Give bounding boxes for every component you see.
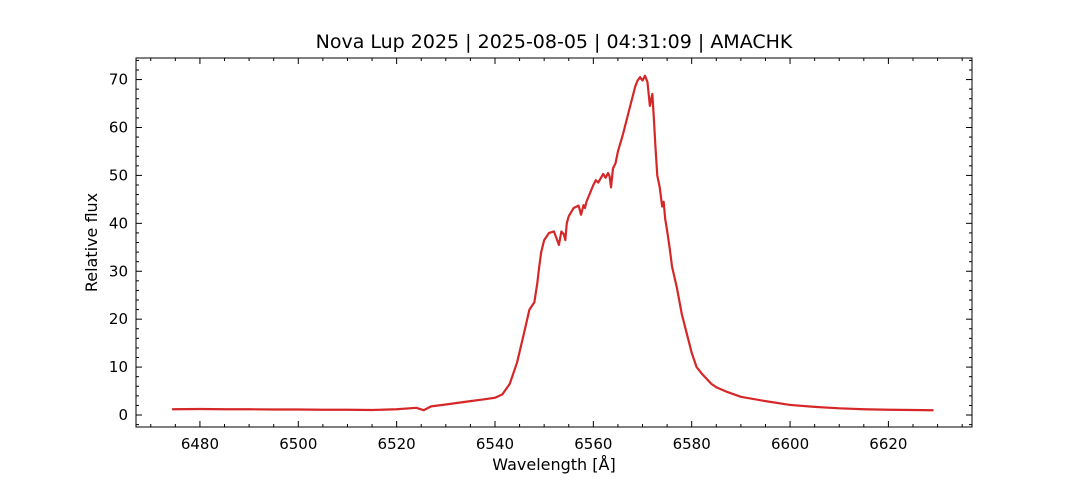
y-tick-label: 0 — [118, 406, 128, 424]
y-tick-label: 40 — [109, 214, 128, 232]
x-tick-label: 6500 — [279, 435, 317, 453]
x-tick-label: 6580 — [673, 435, 711, 453]
y-tick-label: 20 — [109, 310, 128, 328]
x-tick-label: 6560 — [574, 435, 612, 453]
x-tick-label: 6480 — [181, 435, 219, 453]
x-axis-label: Wavelength [Å] — [492, 455, 615, 474]
y-tick-label: 60 — [109, 118, 128, 136]
x-tick-label: 6520 — [378, 435, 416, 453]
chart-title: Nova Lup 2025 | 2025-08-05 | 04:31:09 | … — [316, 31, 793, 53]
y-axis-label: Relative flux — [82, 193, 101, 292]
x-tick-label: 6620 — [869, 435, 907, 453]
y-tick-label: 10 — [109, 358, 128, 376]
tick-labels: 6480 6500 6520 6540 6560 6580 6600 6620 0 10 20 30 4… — [109, 71, 908, 453]
y-tick-label: 30 — [109, 262, 128, 280]
x-tick-label: 6540 — [476, 435, 514, 453]
spectrum-line — [171, 74, 934, 412]
plot-frame — [135, 57, 973, 428]
y-tick-label: 70 — [109, 71, 128, 89]
y-tick-label: 50 — [109, 166, 128, 184]
x-tick-label: 6600 — [771, 435, 809, 453]
